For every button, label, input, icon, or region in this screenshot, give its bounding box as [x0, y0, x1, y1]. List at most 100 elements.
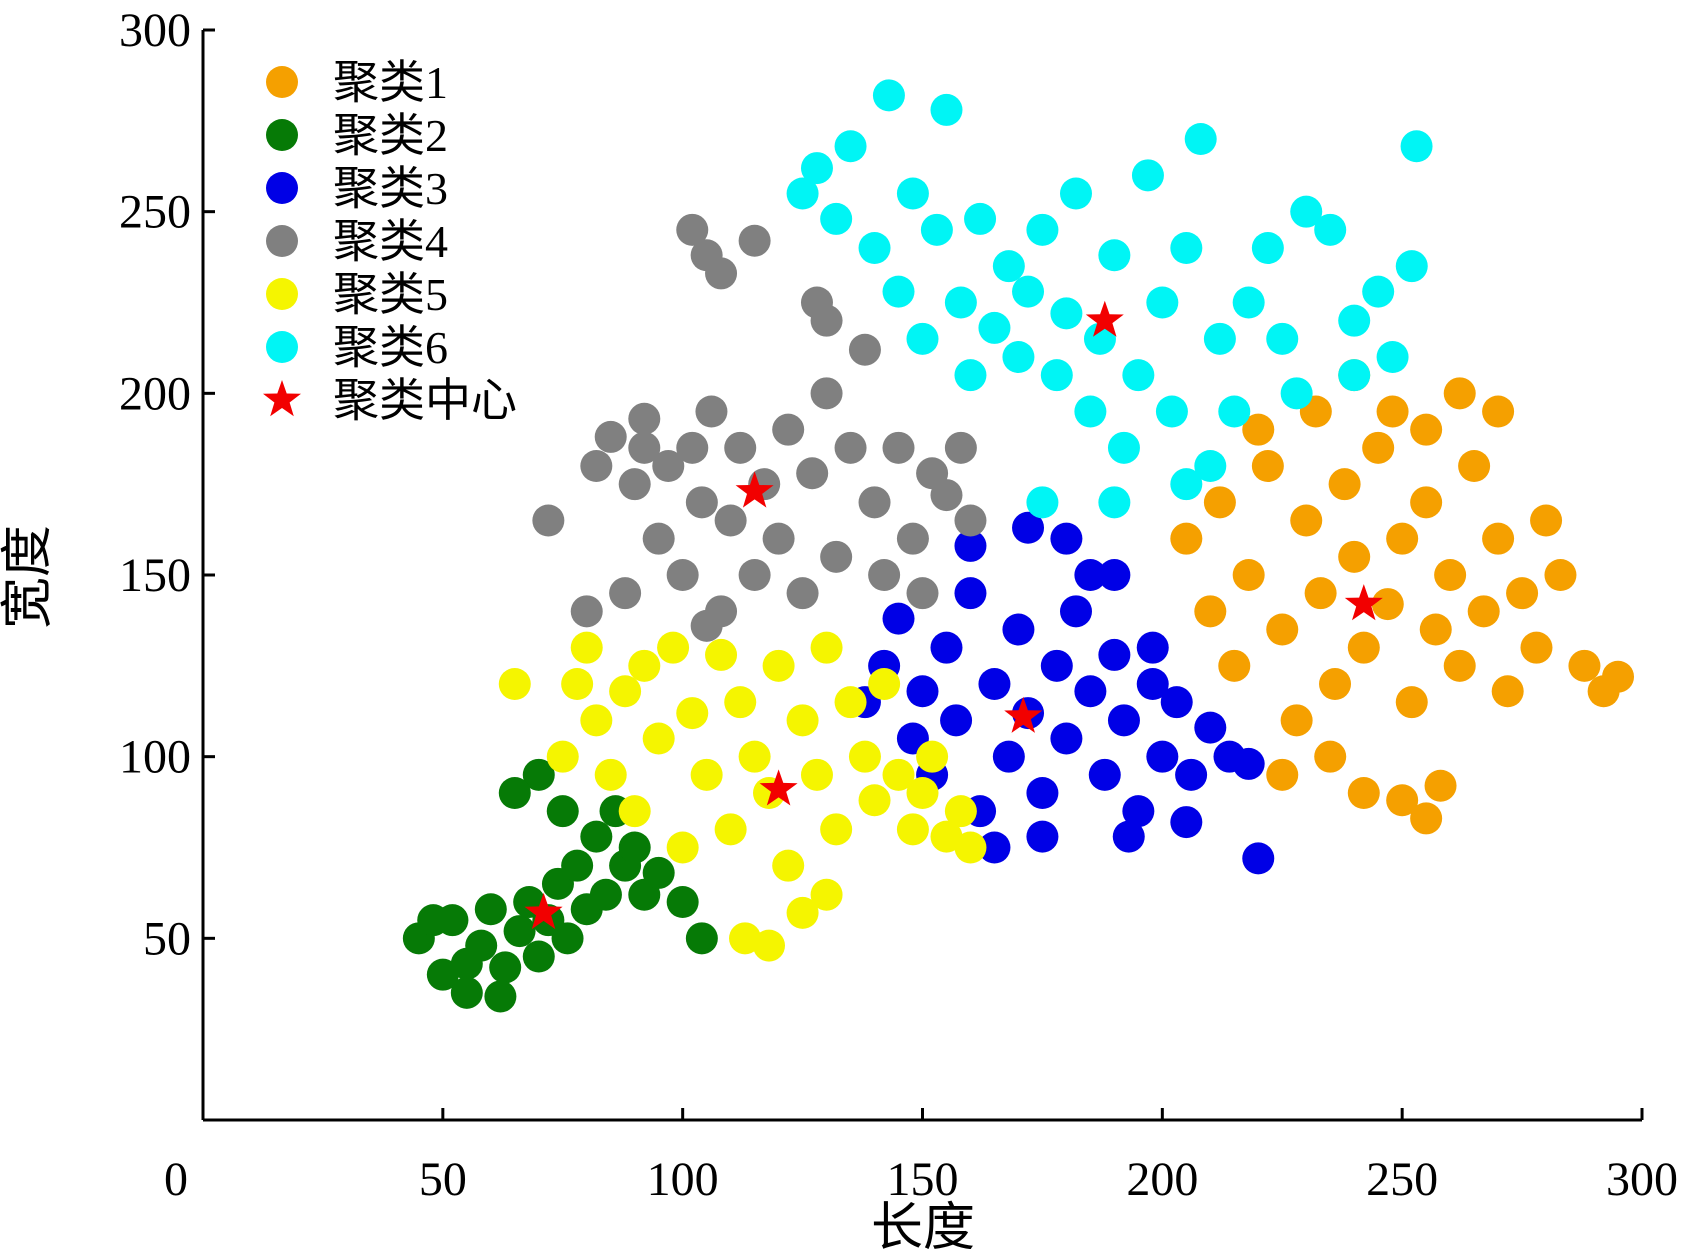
data-point: [561, 849, 594, 882]
data-point: [1146, 286, 1179, 319]
data-point: [1002, 613, 1035, 646]
data-point: [920, 213, 953, 246]
data-point: [810, 878, 843, 911]
legend-item: 聚类中心: [263, 375, 517, 426]
y-tick-label: 300: [119, 4, 191, 57]
data-point: [820, 202, 853, 235]
data-point: [772, 849, 805, 882]
data-point: [1194, 711, 1227, 744]
cluster-center-star: [524, 892, 563, 930]
legend-marker: [266, 331, 298, 363]
data-point: [1026, 820, 1059, 853]
data-point: [1040, 359, 1073, 392]
data-point: [1266, 613, 1299, 646]
data-point: [652, 450, 685, 482]
data-point: [978, 831, 1011, 864]
data-point: [848, 333, 881, 366]
data-point: [810, 377, 843, 410]
data-point: [594, 758, 627, 791]
data-point: [1400, 130, 1433, 163]
data-point: [705, 257, 738, 290]
data-point: [1602, 660, 1635, 693]
x-tick-label: 200: [1126, 1153, 1198, 1206]
data-point: [685, 486, 718, 519]
data-point: [1098, 638, 1131, 671]
points-layer: [402, 79, 1635, 1013]
data-point: [618, 468, 651, 501]
data-point: [522, 940, 555, 973]
y-tick-label: 150: [119, 549, 191, 602]
data-point: [532, 504, 565, 537]
legend-marker: [266, 225, 298, 257]
data-point: [685, 922, 718, 955]
data-point: [1040, 649, 1073, 682]
cluster-center-star: [1085, 300, 1124, 337]
data-point: [1434, 559, 1467, 591]
data-point: [896, 522, 929, 555]
data-point: [1203, 322, 1236, 355]
data-point: [609, 675, 642, 708]
data-point: [954, 504, 987, 537]
y-axis-title: 宽度: [0, 525, 57, 629]
series-2: [402, 758, 718, 1013]
data-point: [1304, 577, 1337, 610]
y-tick-label: 100: [119, 731, 191, 784]
data-point: [1242, 842, 1275, 875]
data-point: [1002, 341, 1035, 373]
data-point: [1467, 595, 1500, 628]
data-point: [1290, 195, 1323, 228]
data-point: [1194, 450, 1227, 482]
data-point: [1419, 613, 1452, 646]
data-point: [1544, 559, 1577, 591]
data-point: [762, 522, 795, 555]
legend-item: 聚类6: [266, 322, 448, 373]
data-point: [570, 631, 603, 664]
data-point: [1376, 341, 1409, 373]
legend-marker: [266, 172, 298, 204]
data-point: [834, 130, 867, 163]
y-tick-label: 50: [143, 912, 191, 965]
data-point: [848, 740, 881, 773]
data-point: [1347, 777, 1380, 809]
data-point: [1482, 522, 1515, 555]
data-point: [1376, 395, 1409, 428]
data-point: [992, 250, 1025, 283]
data-point: [1232, 747, 1265, 780]
x-tick-label: 150: [887, 1153, 959, 1206]
data-point: [618, 795, 651, 828]
y-tick-label: 200: [119, 367, 191, 420]
data-point: [1098, 486, 1131, 519]
data-point: [484, 980, 517, 1013]
data-point: [628, 431, 661, 464]
data-point: [1266, 758, 1299, 791]
data-point: [498, 668, 531, 700]
data-point: [705, 638, 738, 671]
data-point: [882, 758, 915, 791]
data-point: [1098, 559, 1131, 591]
data-point: [1395, 686, 1428, 719]
data-point: [800, 152, 833, 185]
x-tick-label: 100: [647, 1153, 719, 1206]
data-point: [978, 311, 1011, 344]
data-point: [1424, 769, 1457, 802]
data-point: [964, 202, 997, 235]
data-point: [858, 486, 891, 519]
data-point: [1280, 704, 1313, 737]
data-point: [618, 831, 651, 864]
data-point: [450, 947, 483, 980]
data-point: [1050, 522, 1083, 555]
data-point: [546, 795, 579, 828]
data-point: [944, 431, 977, 464]
data-point: [1203, 486, 1236, 519]
data-point: [1314, 740, 1347, 773]
data-point: [1122, 795, 1155, 828]
cluster-center-star: [735, 471, 774, 508]
data-point: [916, 740, 949, 773]
legend-star-marker: [263, 380, 301, 417]
data-point: [666, 831, 699, 864]
data-point: [1050, 297, 1083, 330]
cluster-center-star: [1344, 584, 1383, 621]
data-point: [666, 886, 699, 918]
data-point: [503, 915, 536, 948]
